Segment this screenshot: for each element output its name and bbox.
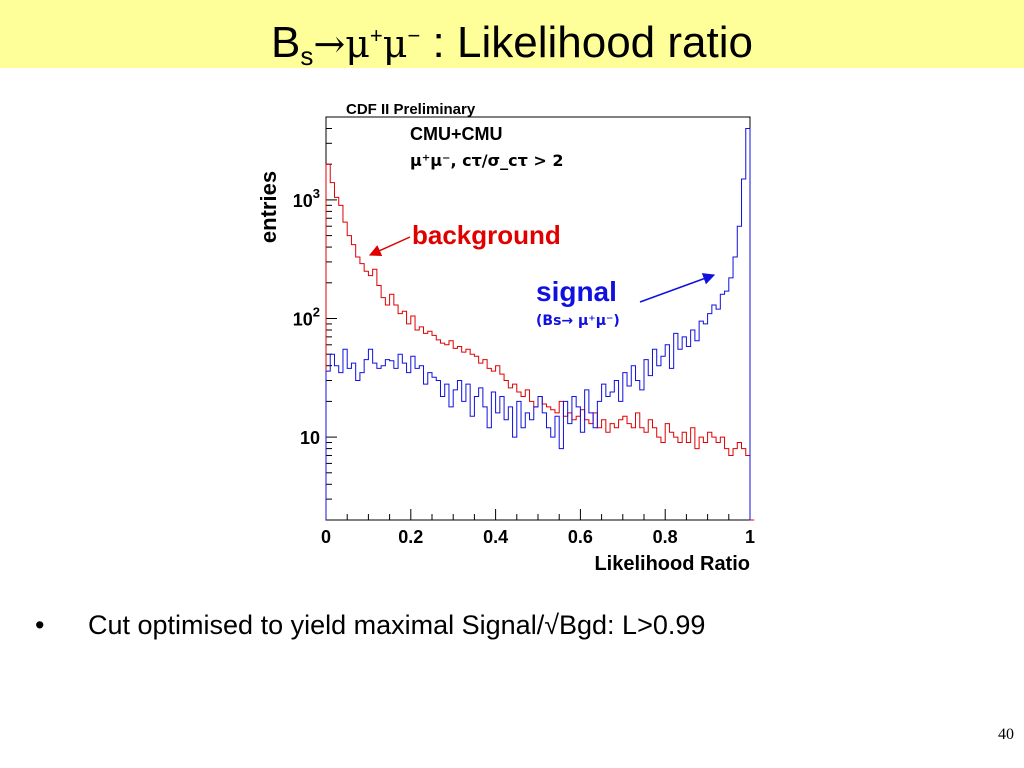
signal-histogram bbox=[325, 127, 751, 520]
title-subscript: s bbox=[300, 41, 314, 71]
x-tick-label: 0.6 bbox=[568, 527, 593, 547]
title-bar bbox=[0, 0, 1024, 68]
preliminary-label: CDF II Preliminary bbox=[346, 101, 476, 118]
background-arrow bbox=[368, 236, 411, 257]
x-tick-label: 0.4 bbox=[483, 527, 508, 547]
background-histogram bbox=[325, 163, 755, 521]
x-axis-title: Likelihood Ratio bbox=[594, 553, 750, 575]
y-tick-label: 102 bbox=[293, 305, 320, 330]
slide-title: Bs→μ+μ− : Likelihood ratio bbox=[0, 0, 1024, 71]
selection-label-2: μ⁺μ⁻, cτ/σ_cτ > 2 bbox=[410, 151, 563, 170]
signal-process-annotation: (Bs→ μ⁺μ⁻) bbox=[536, 313, 620, 329]
title-mu-minus: μ bbox=[382, 22, 408, 66]
axis-ticks: 0 0.2 0.4 0.6 0.8 1 10 102 103 bbox=[293, 116, 755, 547]
y-tick-label: 103 bbox=[293, 186, 320, 211]
signal-arrow bbox=[639, 273, 716, 303]
bullet-symbol: • bbox=[35, 610, 45, 640]
y-tick-label: 10 bbox=[300, 428, 320, 448]
title-b: B bbox=[271, 18, 301, 67]
x-tick-label: 0.8 bbox=[653, 527, 678, 547]
x-tick-label: 0.2 bbox=[398, 527, 423, 547]
signal-annotation: signal bbox=[536, 276, 617, 307]
likelihood-ratio-histogram: 0 0.2 0.4 0.6 0.8 1 10 102 103 CDF II Preliminar… bbox=[256, 101, 755, 575]
selection-label-1: CMU+CMU bbox=[410, 124, 503, 144]
bullet-text: Cut optimised to yield maximal Signal/√B… bbox=[88, 610, 706, 640]
title-mu-plus: μ bbox=[345, 22, 370, 66]
y-axis-title: entries bbox=[256, 171, 281, 243]
title-sup-plus: + bbox=[369, 23, 383, 48]
x-tick-label: 0 bbox=[321, 527, 331, 547]
title-arrow: → bbox=[313, 22, 346, 66]
title-rest: : Likelihood ratio bbox=[420, 18, 753, 67]
title-sup-minus: − bbox=[407, 23, 421, 48]
background-annotation: background bbox=[412, 220, 561, 250]
x-tick-label: 1 bbox=[745, 527, 755, 547]
page-number: 40 bbox=[998, 726, 1014, 743]
